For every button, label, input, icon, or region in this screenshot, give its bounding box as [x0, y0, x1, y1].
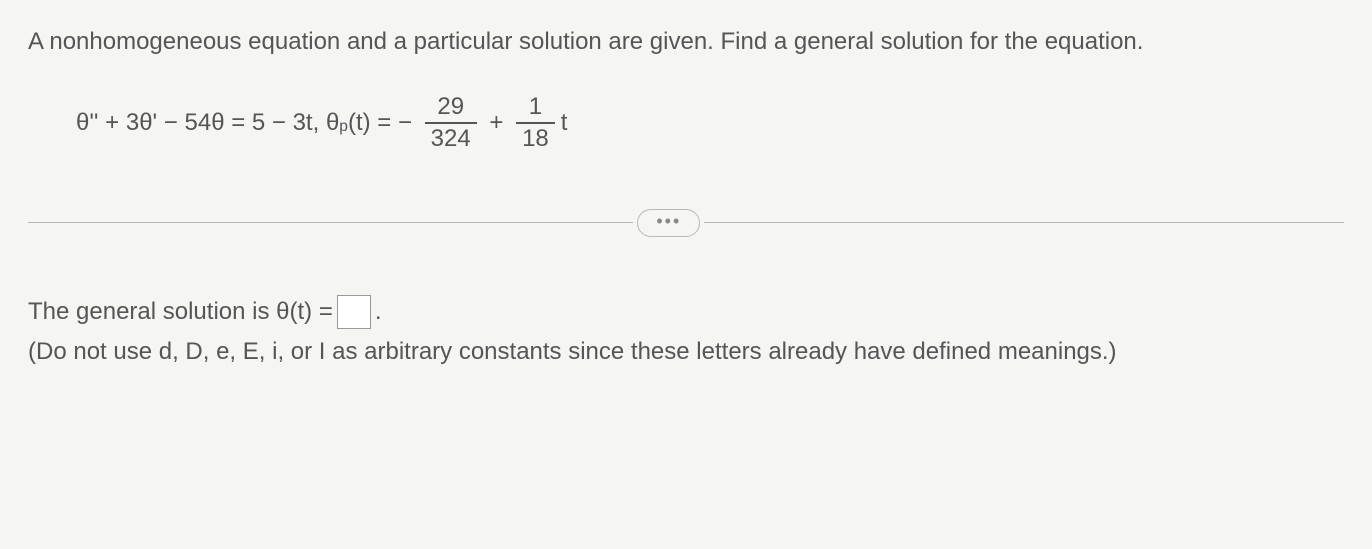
- hint-text: (Do not use d, D, e, E, i, or I as arbit…: [28, 333, 1344, 371]
- divider-line-right: [704, 222, 1344, 223]
- fraction-2: 1 18: [516, 94, 555, 153]
- fraction-2-den: 18: [516, 126, 555, 152]
- fraction-2-num: 1: [523, 94, 548, 120]
- fraction-1: 29 324: [425, 94, 477, 153]
- answer-input[interactable]: [337, 295, 371, 329]
- answer-suffix: .: [375, 293, 382, 331]
- equation-lhs: θ'' + 3θ' − 54θ = 5 − 3t, θ: [76, 109, 339, 137]
- divider-line-left: [28, 222, 633, 223]
- fraction-2-bar: [516, 122, 555, 124]
- equation-plus: +: [483, 109, 510, 137]
- divider-row: •••: [28, 209, 1344, 237]
- equation-trailing: t: [561, 109, 568, 137]
- prompt-text: A nonhomogeneous equation and a particul…: [28, 24, 1344, 60]
- fraction-1-bar: [425, 122, 477, 124]
- expand-pill[interactable]: •••: [637, 209, 700, 237]
- question-container: A nonhomogeneous equation and a particul…: [0, 0, 1372, 392]
- equation: θ'' + 3θ' − 54θ = 5 − 3t, θp(t) = − 29 3…: [76, 94, 1344, 153]
- answer-block: The general solution is θ(t) = . (Do not…: [28, 293, 1344, 372]
- fraction-1-den: 324: [425, 126, 477, 152]
- answer-prefix: The general solution is θ(t) =: [28, 293, 333, 331]
- equation-after-sub: (t) = −: [348, 109, 419, 137]
- answer-line: The general solution is θ(t) = .: [28, 293, 1344, 331]
- fraction-1-num: 29: [431, 94, 470, 120]
- subscript-p: p: [339, 118, 348, 136]
